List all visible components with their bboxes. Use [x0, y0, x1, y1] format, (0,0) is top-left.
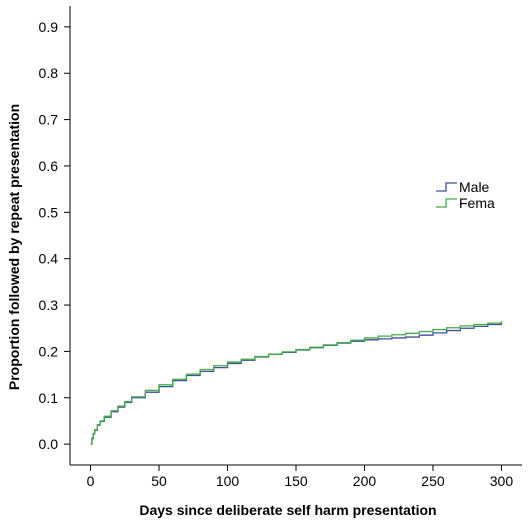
tick-labels: 0.0 0.1 0.2 0.3 0.4 0.5 0.6 0.7 0.8 0.9 0 50 100 150 2… — [39, 19, 514, 489]
y-tick-label: 0.6 — [39, 158, 59, 174]
y-tick-label: 0.7 — [39, 112, 59, 128]
y-tick-label: 0.0 — [39, 436, 59, 452]
tick-marks — [64, 26, 502, 471]
x-tick-label: 150 — [284, 473, 308, 489]
legend-label-male: Male — [459, 179, 490, 195]
x-tick-label: 200 — [353, 473, 377, 489]
x-tick-label: 0 — [87, 473, 95, 489]
y-tick-label: 0.3 — [39, 297, 59, 313]
x-tick-label: 50 — [151, 473, 167, 489]
y-tick-label: 0.4 — [39, 251, 59, 267]
x-axis-title: Days since deliberate self harm presenta… — [139, 502, 436, 518]
x-tick-label: 300 — [490, 473, 514, 489]
legend-label-fema: Fema — [459, 195, 495, 211]
series-line-male — [90, 322, 503, 445]
series-line-fema — [90, 321, 503, 445]
y-tick-label: 0.8 — [39, 65, 59, 81]
x-tick-label: 100 — [216, 473, 240, 489]
y-tick-label: 0.5 — [39, 204, 59, 220]
axes — [69, 6, 522, 466]
series-lines — [90, 321, 503, 445]
y-tick-label: 0.9 — [39, 19, 59, 35]
legend-key-fema — [436, 198, 457, 208]
y-axis-title: Proportion followed by repeat presentati… — [6, 104, 22, 390]
x-tick-label: 250 — [421, 473, 445, 489]
y-tick-label: 0.2 — [39, 343, 59, 359]
y-tick-label: 0.1 — [39, 390, 59, 406]
legend-key-male — [436, 182, 457, 192]
